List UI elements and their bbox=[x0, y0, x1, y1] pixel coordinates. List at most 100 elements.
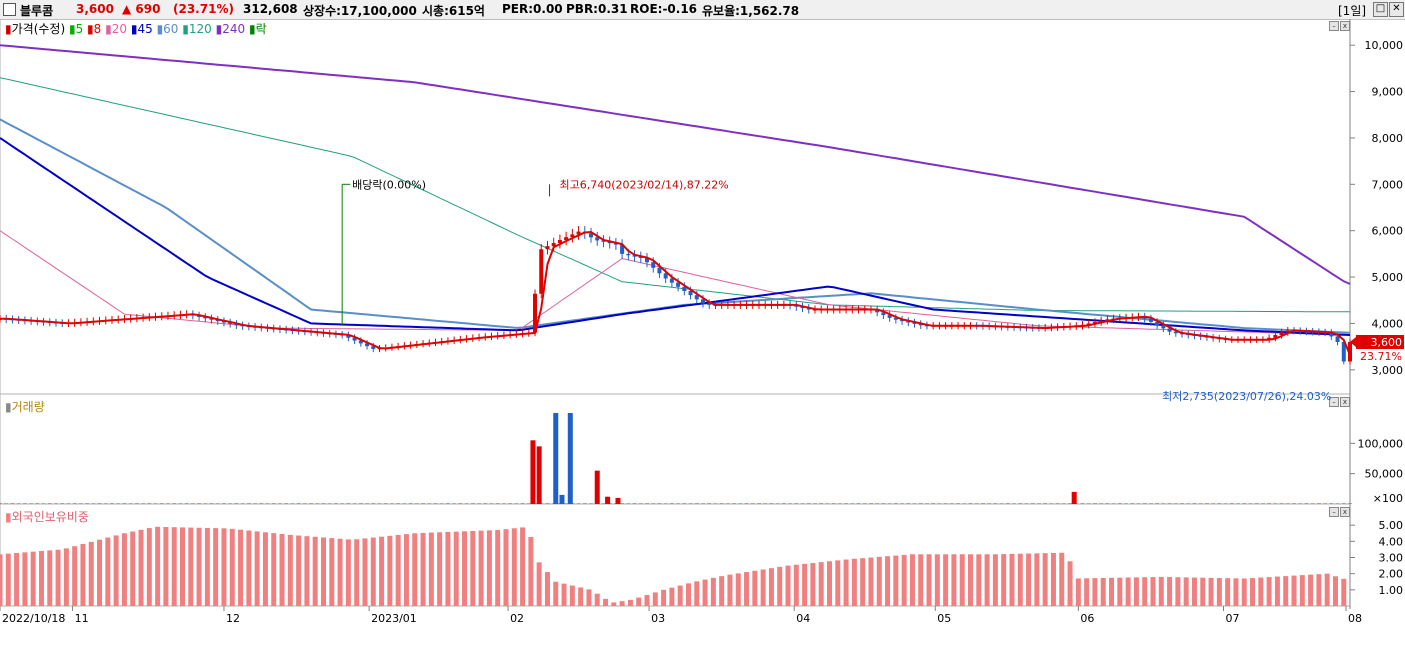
candle-body bbox=[365, 343, 370, 347]
price-legend: ▮가격(수정) ▮5 ▮8 ▮20 ▮45 ▮60 ▮120 ▮240 ▮락 bbox=[5, 22, 267, 36]
x-axis-label: 05 bbox=[937, 612, 951, 625]
foreign-bar bbox=[860, 558, 866, 606]
volume-unit-label: ×100 bbox=[1373, 492, 1403, 505]
foreign-bar bbox=[379, 536, 385, 606]
foreign-panel-frame bbox=[0, 503, 1351, 607]
x-axis-label: 12 bbox=[226, 612, 240, 625]
foreign-bar bbox=[337, 538, 343, 606]
candle-body bbox=[881, 312, 886, 316]
foreign-bar bbox=[810, 562, 816, 606]
candle-body bbox=[209, 318, 214, 320]
foreign-bar bbox=[63, 548, 69, 606]
foreign-bar bbox=[694, 581, 700, 606]
foreign-bar bbox=[1100, 577, 1106, 606]
close-icon[interactable]: ✕ bbox=[1389, 2, 1404, 17]
foreign-axis-label: 1.00 bbox=[1379, 584, 1404, 597]
candle-body bbox=[688, 290, 693, 296]
foreign-bar bbox=[188, 527, 194, 606]
foreign-bar bbox=[279, 534, 285, 606]
foreign-bar bbox=[113, 535, 119, 606]
legend-ma60: 60 bbox=[163, 22, 179, 36]
foreign-bar bbox=[1266, 577, 1272, 606]
foreign-bar bbox=[768, 568, 774, 606]
foreign-bar bbox=[88, 541, 94, 606]
volume-bar bbox=[567, 413, 573, 504]
panel-minimize-icon[interactable]: – bbox=[1329, 507, 1339, 517]
legend-ma45: 45 bbox=[137, 22, 153, 36]
candle-body bbox=[1285, 330, 1290, 333]
foreign-bar bbox=[818, 562, 824, 606]
volume-bar bbox=[536, 446, 542, 504]
high-label: 최고6,740(2023/02/14),87.22% bbox=[560, 178, 729, 191]
panel-minimize-icon[interactable]: – bbox=[1329, 397, 1339, 407]
foreign-legend: ▮외국인보유비중 bbox=[5, 510, 89, 524]
foreign-bar bbox=[528, 537, 534, 606]
foreign-bar bbox=[785, 565, 791, 606]
foreign-bar bbox=[569, 585, 575, 606]
foreign-bar bbox=[1042, 553, 1048, 606]
foreign-bar bbox=[652, 592, 658, 606]
foreign-bar bbox=[1133, 577, 1139, 606]
foreign-bar bbox=[1208, 577, 1214, 606]
volume-panel-frame bbox=[0, 393, 1351, 505]
candle-body bbox=[663, 273, 668, 279]
candle-body bbox=[638, 256, 643, 259]
foreign-bar bbox=[826, 561, 832, 606]
period-selector[interactable]: [1일] bbox=[1338, 4, 1367, 18]
foreign-bar bbox=[885, 556, 891, 606]
price-change-percent: (23.71%) bbox=[173, 2, 234, 16]
pbr-value: PBR:0.31 bbox=[566, 2, 628, 16]
foreign-bar bbox=[710, 577, 716, 606]
foreign-bar bbox=[802, 563, 808, 606]
foreign-bar bbox=[470, 530, 476, 606]
legend-ma240: 240 bbox=[222, 22, 246, 36]
candle-body bbox=[1099, 320, 1104, 323]
x-axis-label: 11 bbox=[75, 612, 89, 625]
price-tag-pointer bbox=[1350, 336, 1356, 347]
foreign-bar bbox=[0, 554, 3, 606]
foreign-bar bbox=[1200, 577, 1206, 606]
candle-body bbox=[197, 315, 202, 317]
foreign-bar bbox=[851, 558, 857, 606]
stock-chart: 배당락(0.00%) 최고6,740(2023/02/14),87.22% 최저2,… bbox=[0, 19, 1404, 625]
foreign-bar bbox=[445, 531, 451, 606]
candle-body bbox=[700, 299, 705, 304]
panel-minimize-icon[interactable]: – bbox=[1329, 21, 1339, 31]
price-axis-label: 8,000 bbox=[1372, 132, 1404, 145]
volume-bar bbox=[615, 497, 621, 504]
foreign-bar bbox=[909, 554, 915, 606]
candle-body bbox=[1341, 341, 1346, 362]
candle-body bbox=[645, 258, 650, 263]
candle-body bbox=[371, 346, 376, 349]
foreign-bar bbox=[578, 587, 584, 606]
candle-body bbox=[570, 234, 575, 238]
volume-bar bbox=[553, 413, 559, 504]
candle-body bbox=[1167, 328, 1172, 332]
foreign-bar bbox=[72, 546, 78, 606]
foreign-bar bbox=[661, 589, 667, 606]
foreign-bar bbox=[553, 581, 559, 606]
price-legend-title: 가격(수정) bbox=[11, 22, 66, 36]
foreign-bar bbox=[719, 576, 725, 606]
foreign-bar bbox=[1183, 577, 1189, 606]
foreign-bar bbox=[221, 528, 227, 606]
foreign-bar bbox=[403, 534, 409, 606]
foreign-bar bbox=[1175, 577, 1181, 606]
foreign-bar bbox=[246, 530, 252, 606]
volume-bar bbox=[1071, 491, 1077, 504]
x-axis-label: 06 bbox=[1080, 612, 1094, 625]
maximize-icon[interactable]: □ bbox=[1373, 2, 1388, 17]
foreign-bar bbox=[138, 529, 144, 606]
foreign-bar bbox=[370, 537, 376, 606]
foreign-bar bbox=[1167, 577, 1173, 606]
roe-value: ROE:-0.16 bbox=[630, 2, 698, 16]
ma20-line bbox=[0, 230, 1351, 336]
ma240-line bbox=[0, 44, 1351, 285]
ma8-line bbox=[0, 230, 1351, 356]
foreign-bar bbox=[1216, 578, 1222, 606]
volume-legend: ▮거래량 bbox=[5, 400, 45, 414]
foreign-bar bbox=[1250, 578, 1256, 606]
select-checkbox[interactable] bbox=[3, 3, 16, 16]
price-axis-label: 6,000 bbox=[1372, 225, 1404, 238]
candle-body bbox=[564, 237, 569, 240]
